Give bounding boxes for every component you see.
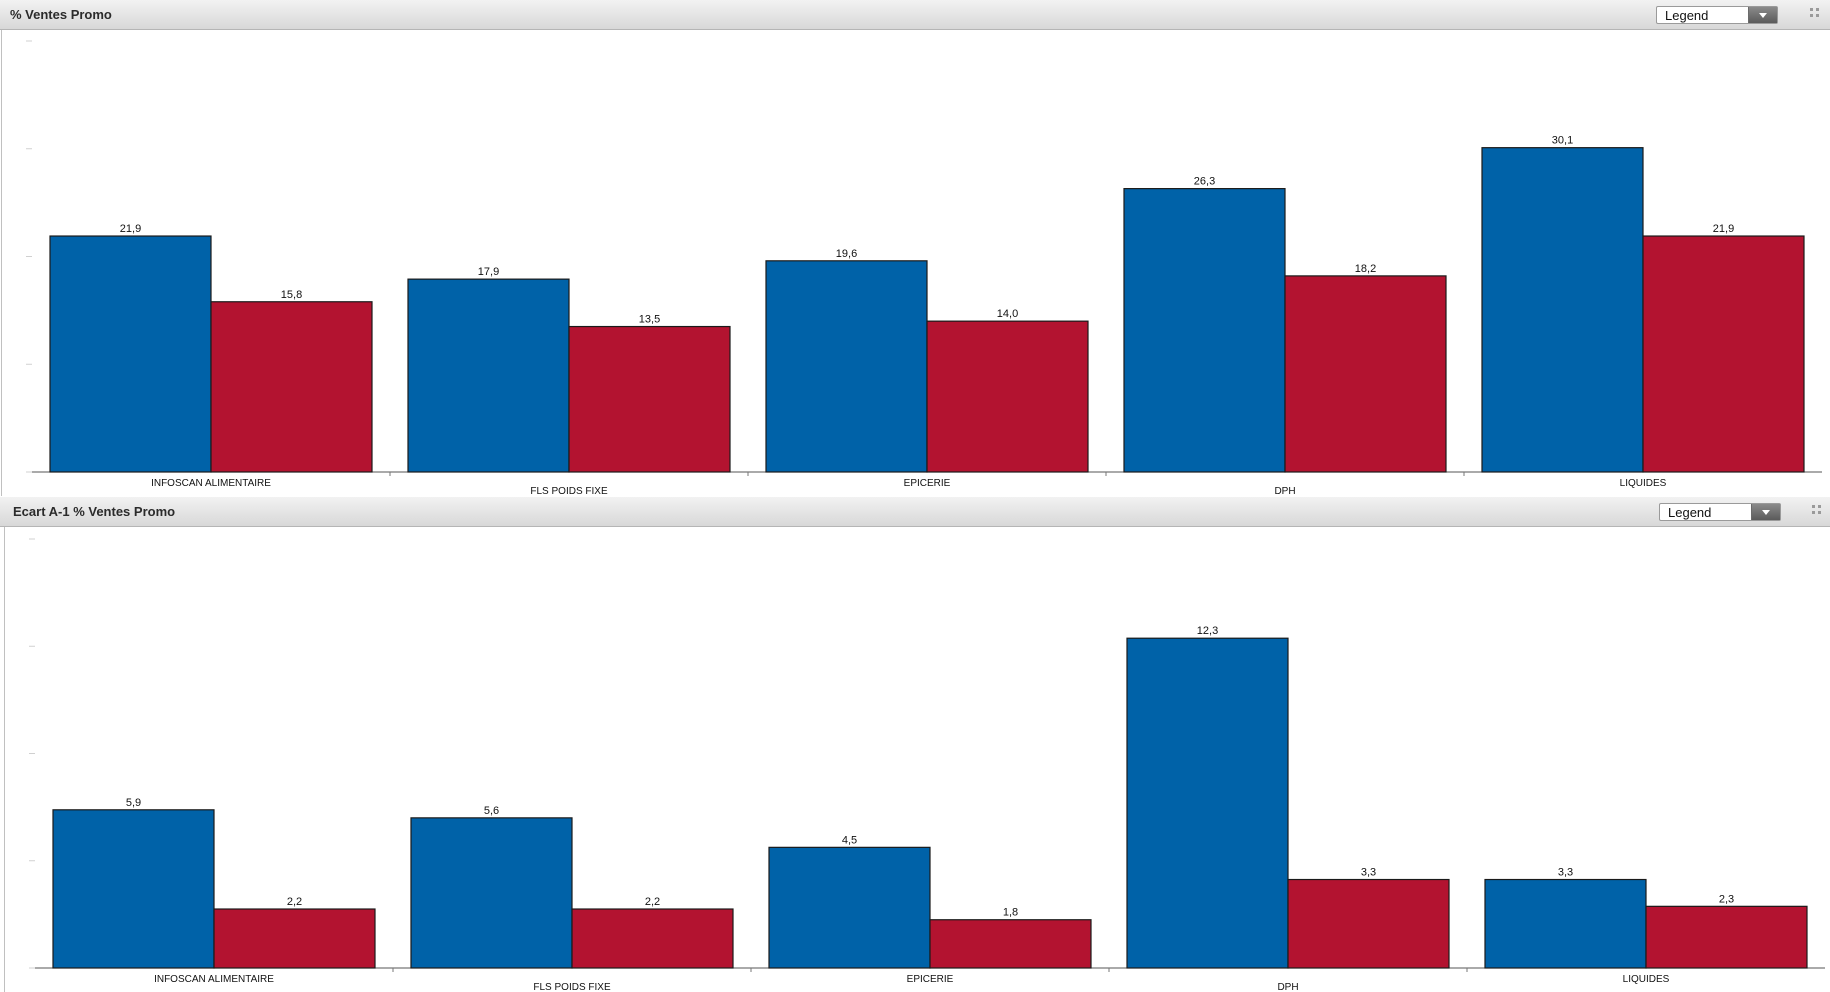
x-tick-label: INFOSCAN ALIMENTAIRE — [151, 478, 271, 489]
bar-chart-ecart-a1: 5,9 2,2 INFOSCAN ALIMENTAIRE 5,6 2,2 FLS POID… — [29, 538, 1825, 992]
bar-series-2 — [926, 320, 1089, 473]
bar-series-1 — [1123, 188, 1286, 473]
x-tick-label: LIQUIDES — [1623, 974, 1670, 985]
resize-grip-icon[interactable] — [1812, 505, 1826, 519]
bar-series-2 — [213, 908, 376, 969]
bar-series-1 — [1126, 637, 1289, 969]
panel-title: Ecart A-1 % Ventes Promo — [13, 504, 176, 519]
bar-series-1 — [49, 235, 212, 473]
bar-value-label: 19,6 — [836, 248, 857, 260]
bar-value-label: 13,5 — [639, 314, 660, 326]
legend-dropdown[interactable]: Legend — [1656, 6, 1778, 24]
legend-dropdown-label: Legend — [1665, 8, 1709, 23]
x-tick-label: LIQUIDES — [1620, 478, 1667, 489]
bar-series-2 — [1284, 275, 1447, 473]
bar-value-label: 15,8 — [281, 289, 302, 301]
bar-value-label: 3,3 — [1558, 867, 1573, 879]
bar-value-label: 17,9 — [478, 266, 499, 278]
chevron-down-icon[interactable] — [1751, 504, 1780, 520]
bar-value-label: 3,3 — [1361, 867, 1376, 879]
x-tick-label: INFOSCAN ALIMENTAIRE — [154, 974, 274, 985]
bar-series-2 — [571, 908, 734, 969]
x-tick-label: EPICERIE — [904, 478, 951, 489]
bar-series-2 — [1645, 905, 1808, 969]
x-tick-label: DPH — [1277, 982, 1298, 992]
bar-series-2 — [1642, 235, 1805, 473]
bar-value-label: 2,3 — [1719, 893, 1734, 905]
x-tick-label: DPH — [1274, 486, 1295, 496]
bar-value-label: 26,3 — [1194, 176, 1215, 188]
bar-value-label: 1,8 — [1003, 907, 1018, 919]
legend-dropdown-label: Legend — [1668, 505, 1712, 520]
bar-value-label: 5,9 — [126, 797, 141, 809]
chart-panel-ecart-a1: Ecart A-1 % Ventes Promo Legend 5,9 2,2 IN… — [0, 497, 1830, 992]
bar-series-1 — [1484, 878, 1647, 969]
legend-dropdown[interactable]: Legend — [1659, 503, 1781, 521]
panel-header: Ecart A-1 % Ventes Promo Legend — [0, 497, 1830, 527]
panel-left-border — [1, 30, 2, 496]
panel-left-border — [4, 527, 5, 992]
x-tick-label: FLS POIDS FIXE — [530, 486, 608, 496]
bar-value-label: 21,9 — [1713, 223, 1734, 235]
panel-title: % Ventes Promo — [10, 7, 112, 22]
bar-series-1 — [1481, 147, 1644, 473]
bar-value-label: 30,1 — [1552, 135, 1573, 147]
bar-series-2 — [929, 919, 1092, 969]
bar-series-2 — [1287, 878, 1450, 969]
bar-value-label: 2,2 — [645, 896, 660, 908]
chart-panel-ventes-promo: % Ventes Promo Legend 21,9 15,8 INFOSCAN A… — [0, 0, 1830, 496]
bar-value-label: 21,9 — [120, 223, 141, 235]
bar-value-label: 12,3 — [1197, 625, 1218, 637]
bar-value-label: 2,2 — [287, 896, 302, 908]
bar-series-1 — [410, 817, 573, 969]
bar-value-label: 5,6 — [484, 805, 499, 817]
bar-series-1 — [768, 846, 931, 969]
bar-value-label: 4,5 — [842, 834, 857, 846]
bar-series-1 — [407, 278, 570, 473]
panel-header: % Ventes Promo Legend — [0, 0, 1830, 30]
bar-series-2 — [210, 301, 373, 473]
x-tick-label: FLS POIDS FIXE — [533, 982, 611, 992]
chevron-down-icon[interactable] — [1748, 7, 1777, 23]
x-tick-label: EPICERIE — [907, 974, 954, 985]
bar-value-label: 18,2 — [1355, 263, 1376, 275]
bar-series-1 — [52, 809, 215, 969]
bar-chart-ventes-promo: 21,9 15,8 INFOSCAN ALIMENTAIRE 17,9 13,5 FLS … — [26, 40, 1822, 496]
bar-series-1 — [765, 260, 928, 473]
resize-grip-icon[interactable] — [1810, 8, 1824, 22]
bar-series-2 — [568, 325, 731, 473]
bar-value-label: 14,0 — [997, 308, 1018, 320]
